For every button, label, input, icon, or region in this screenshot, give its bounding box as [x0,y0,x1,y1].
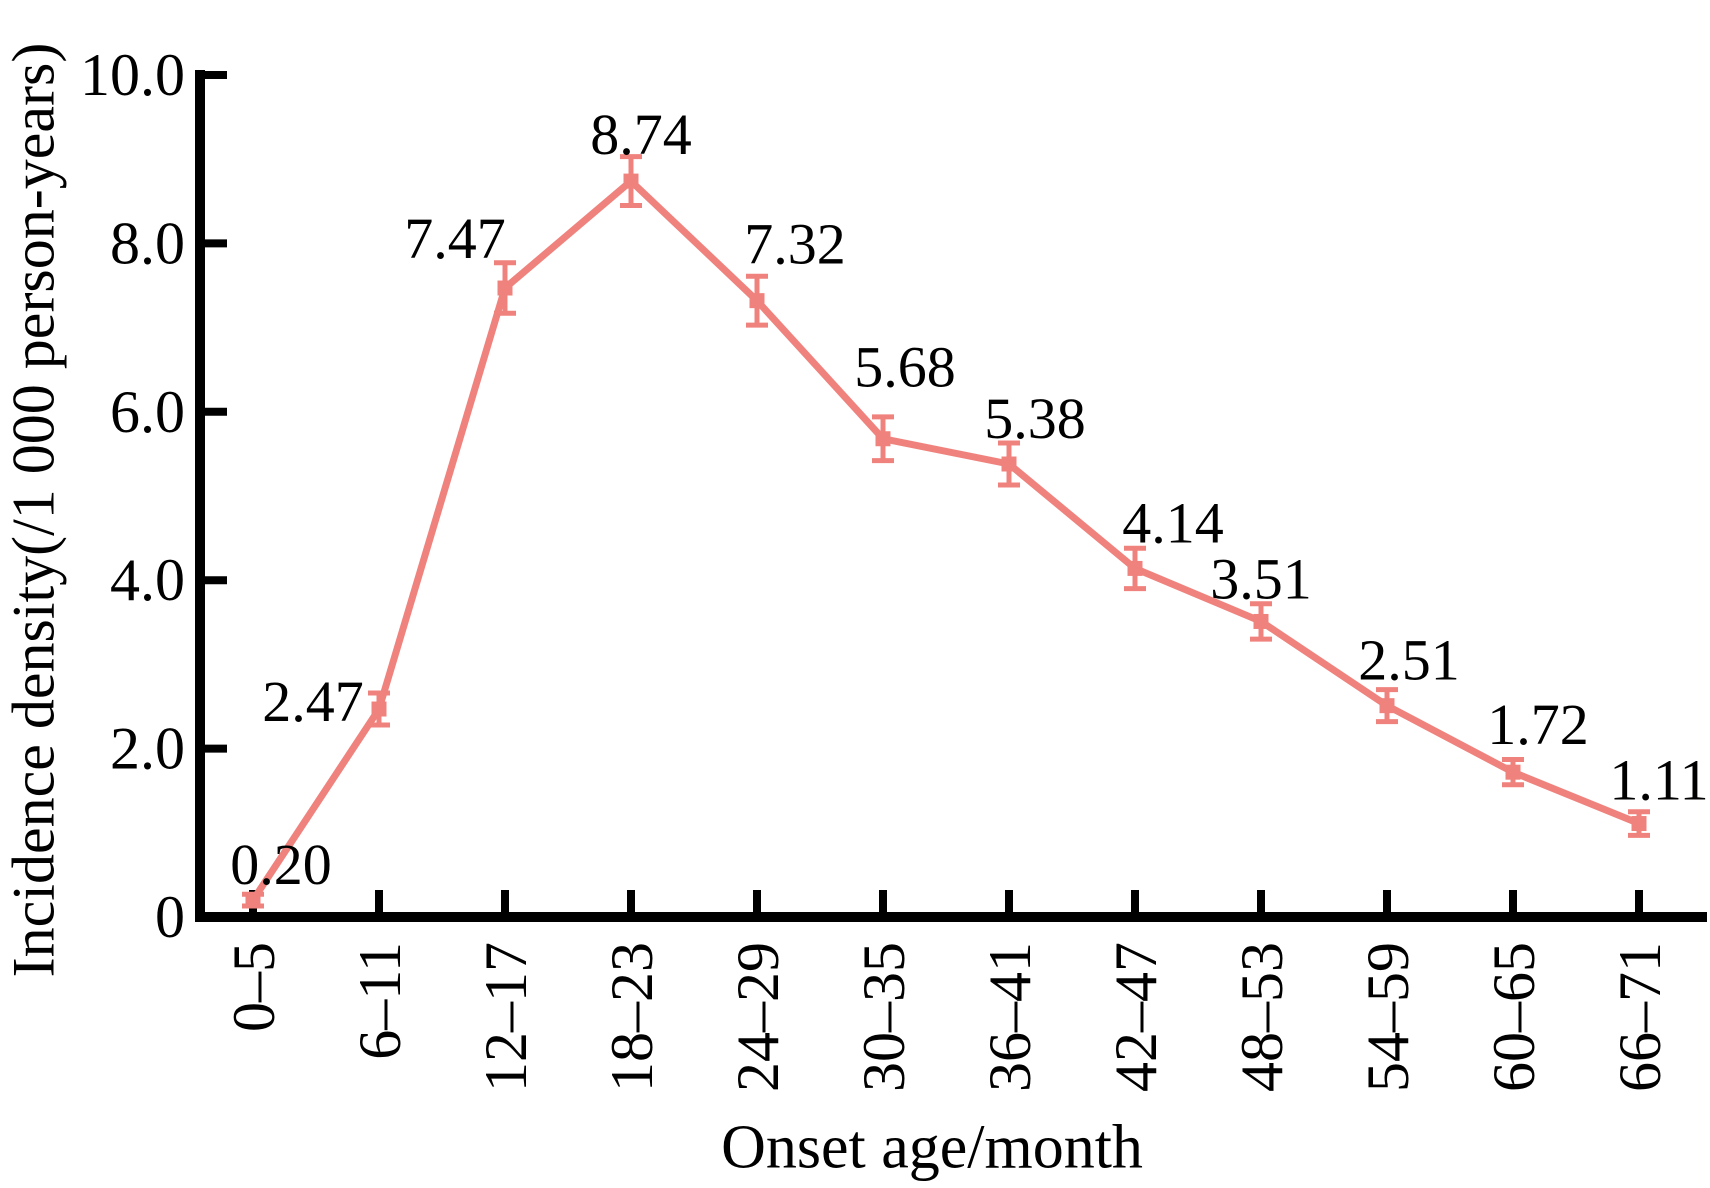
y-tick-label: 6.0 [110,379,185,445]
x-axis-title: Onset age/month [721,1113,1143,1182]
y-tick-label: 0 [155,884,185,950]
x-tick-label: 36–41 [977,942,1043,1092]
value-label: 2.47 [262,669,364,734]
x-tick-label: 30–35 [851,942,917,1092]
y-axis-title: Incidence density(/1 000 person-years) [0,42,67,978]
x-tick-label: 48–53 [1229,942,1295,1092]
y-tick-label: 8.0 [110,210,185,276]
y-tick-label: 10.0 [80,42,185,108]
x-tick-label: 66–71 [1607,942,1673,1092]
value-label: 0.20 [230,832,332,897]
value-label: 2.51 [1358,628,1460,693]
x-tick-label: 0–5 [221,942,287,1032]
value-label: 5.38 [984,386,1086,451]
incidence-data-line [249,177,1643,904]
value-label: 3.51 [1210,546,1312,611]
value-label: 7.47 [404,206,506,271]
value-label: 7.32 [744,212,846,277]
x-tick-label: 6–11 [347,942,413,1060]
x-tick-label: 54–59 [1355,942,1421,1092]
x-tick-label: 60–65 [1481,942,1547,1092]
x-tick-label: 18–23 [599,942,665,1092]
x-tick-label: 42–47 [1103,942,1169,1092]
x-tick-label: 12–17 [473,942,539,1092]
value-label: 1.11 [1609,748,1708,813]
value-label: 1.72 [1487,692,1589,757]
y-tick-label: 4.0 [110,547,185,613]
y-tick-label: 2.0 [110,716,185,782]
value-label: 5.68 [854,335,956,400]
value-label: 8.74 [590,102,692,167]
value-label: 4.14 [1122,490,1224,555]
x-tick-label: 24–29 [725,942,791,1092]
